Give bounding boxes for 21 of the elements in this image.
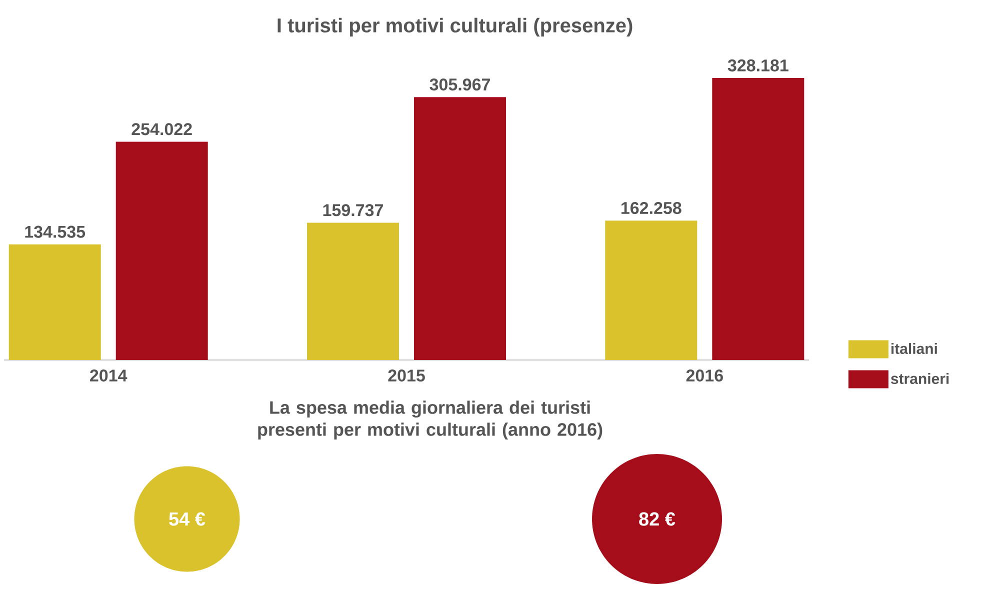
x-tick-label: 2014 [90,370,128,382]
x-tick-label: 2016 [686,370,723,382]
legend-label: italiani [891,343,937,354]
bar [116,142,208,360]
text: La spesa media giornaliera dei turisti presenti per motivi culturali (anno 2016) [258,400,602,440]
data-label: 254.022 [132,123,192,136]
data-label: 159.737 [323,204,383,216]
bar [8,244,101,360]
data-label: 82 € [639,512,676,526]
data-label: 328.181 [728,59,788,72]
chart-title: I turisti per motivi culturali (presenze) [278,18,632,36]
bar [414,97,506,360]
bar [712,78,804,360]
bar [605,220,698,360]
legend-label: stranieri [890,373,949,384]
x-tick-label: 2015 [388,370,425,382]
data-label: 162.258 [622,202,682,214]
bar [307,222,400,360]
data-label: 54 € [169,512,206,526]
data-label: 305.967 [430,78,490,91]
data-label: 134.535 [25,226,86,238]
